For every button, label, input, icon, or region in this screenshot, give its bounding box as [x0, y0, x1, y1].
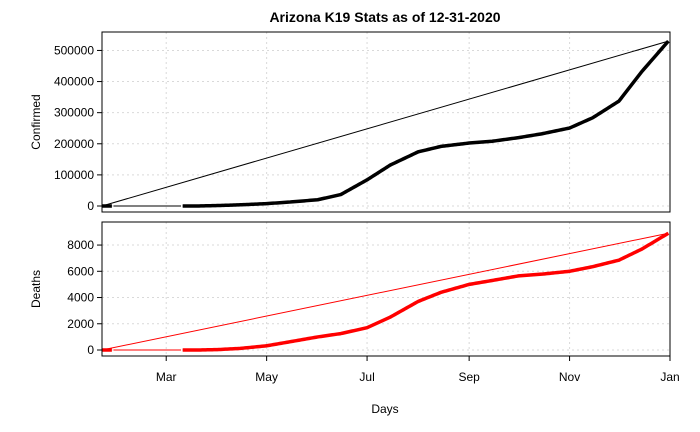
- y-tick-label: 8000: [67, 238, 94, 252]
- confirmed-plot-frame: [101, 31, 671, 213]
- x-tick-label: Jul: [359, 370, 374, 384]
- series-line: [182, 39, 670, 208]
- y-axis-label-deaths: Deaths: [29, 270, 43, 308]
- deaths-plot-frame: [101, 221, 671, 357]
- y-tick-label: 100000: [54, 168, 94, 182]
- x-tick-label: Sep: [458, 370, 480, 384]
- x-tick-label: May: [255, 370, 278, 384]
- chart-title: Arizona K19 Stats as of 12-31-2020: [269, 9, 500, 25]
- y-tick-label: 6000: [67, 264, 94, 278]
- y-tick-label: 0: [87, 199, 94, 213]
- x-axis-label: Days: [371, 402, 398, 416]
- y-tick-label: 4000: [67, 291, 94, 305]
- y-tick-label: 200000: [54, 137, 94, 151]
- confirmed-panel: 0 100000 200000 300000 400000 500000 Confirme…: [29, 31, 671, 213]
- confirmed-trend-line: [101, 40, 669, 207]
- y-axis-label-confirmed: Confirmed: [29, 94, 43, 149]
- x-tick-label: Jan: [660, 370, 679, 384]
- y-tick-label: 300000: [54, 106, 94, 120]
- deaths-trend-line: [101, 232, 669, 351]
- x-tick-label: Nov: [559, 370, 580, 384]
- y-tick-label: 0: [87, 343, 94, 357]
- y-tick-label: 500000: [54, 43, 94, 57]
- deaths-panel: 0 2000 4000 6000 8000 Deaths: [29, 221, 671, 357]
- x-tick-label: Mar: [156, 370, 177, 384]
- y-tick-label: 400000: [54, 75, 94, 89]
- y-tick-label: 2000: [67, 317, 94, 331]
- x-axis: Mar May Jul Sep Nov Jan: [156, 356, 680, 384]
- series-line: [182, 231, 670, 352]
